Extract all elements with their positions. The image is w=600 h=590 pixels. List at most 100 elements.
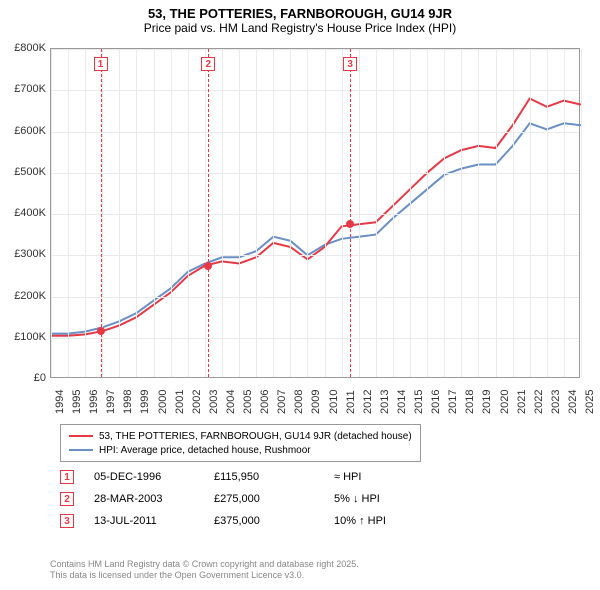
gridline-v: [496, 49, 497, 377]
marker-dot: [97, 327, 105, 335]
gridline-v: [393, 49, 394, 377]
sales-hpi: ≈ HPI: [334, 471, 424, 483]
gridline-v: [325, 49, 326, 377]
ytick-label: £300K: [14, 248, 46, 260]
xtick-label: 1995: [71, 390, 83, 414]
marker-line: [350, 49, 351, 377]
marker-dot: [346, 220, 354, 228]
sales-price: £115,950: [214, 471, 314, 483]
sales-number-box: 3: [60, 514, 74, 528]
chart-container: 53, THE POTTERIES, FARNBOROUGH, GU14 9JR…: [0, 0, 600, 590]
legend: 53, THE POTTERIES, FARNBOROUGH, GU14 9JR…: [60, 424, 421, 462]
sales-price: £375,000: [214, 515, 314, 527]
xtick-label: 2020: [499, 390, 511, 414]
legend-label: 53, THE POTTERIES, FARNBOROUGH, GU14 9JR…: [99, 431, 412, 442]
xtick-label: 2012: [362, 390, 374, 414]
legend-swatch: [69, 435, 93, 437]
legend-label: HPI: Average price, detached house, Rush…: [99, 445, 311, 456]
marker-number-box: 1: [94, 57, 108, 71]
gridline-h: [51, 255, 579, 256]
gridline-v: [51, 49, 52, 377]
xtick-label: 2022: [533, 390, 545, 414]
xtick-label: 2019: [481, 390, 493, 414]
sales-table: 105-DEC-1996£115,950≈ HPI228-MAR-2003£27…: [60, 466, 424, 532]
xtick-label: 1998: [122, 390, 134, 414]
marker-dot: [204, 262, 212, 270]
xtick-label: 2005: [242, 390, 254, 414]
sales-row: 2 28-MAR-2003 £275,000 5% ↓ HPI: [60, 488, 424, 510]
sales-date: 13-JUL-2011: [94, 515, 194, 527]
xtick-label: 1997: [105, 390, 117, 414]
xtick-label: 2025: [584, 390, 596, 414]
gridline-v: [154, 49, 155, 377]
gridline-v: [68, 49, 69, 377]
xtick-label: 2017: [447, 390, 459, 414]
sales-number-box: 2: [60, 492, 74, 506]
gridline-v: [478, 49, 479, 377]
xtick-label: 2001: [174, 390, 186, 414]
footer-attribution: Contains HM Land Registry data © Crown c…: [50, 559, 359, 582]
sales-hpi: 10% ↑ HPI: [334, 515, 424, 527]
gridline-v: [376, 49, 377, 377]
sales-hpi: 5% ↓ HPI: [334, 493, 424, 505]
xtick-label: 2003: [208, 390, 220, 414]
ytick-label: £100K: [14, 331, 46, 343]
gridline-v: [307, 49, 308, 377]
ytick-label: £700K: [14, 83, 46, 95]
gridline-h: [51, 90, 579, 91]
gridline-v: [171, 49, 172, 377]
gridline-v: [547, 49, 548, 377]
footer-line1: Contains HM Land Registry data © Crown c…: [50, 559, 359, 571]
ytick-label: £600K: [14, 125, 46, 137]
chart-title: 53, THE POTTERIES, FARNBOROUGH, GU14 9JR: [0, 0, 600, 21]
xtick-label: 2011: [345, 390, 357, 414]
sales-date: 28-MAR-2003: [94, 493, 194, 505]
xtick-label: 2024: [567, 390, 579, 414]
gridline-v: [273, 49, 274, 377]
series-line: [51, 123, 581, 333]
sales-number-box: 1: [60, 470, 74, 484]
xtick-label: 2014: [396, 390, 408, 414]
gridline-v: [256, 49, 257, 377]
xtick-label: 2009: [310, 390, 322, 414]
gridline-v: [222, 49, 223, 377]
gridline-v: [239, 49, 240, 377]
gridline-v: [444, 49, 445, 377]
xtick-label: 2015: [413, 390, 425, 414]
ytick-label: £0: [34, 372, 46, 384]
ytick-label: £500K: [14, 166, 46, 178]
gridline-h: [51, 132, 579, 133]
gridline-v: [290, 49, 291, 377]
gridline-v: [513, 49, 514, 377]
ytick-label: £200K: [14, 290, 46, 302]
gridline-h: [51, 338, 579, 339]
marker-number-box: 2: [201, 57, 215, 71]
plot-area: 1 2 3: [50, 48, 580, 378]
gridline-v: [581, 49, 582, 377]
gridline-h: [51, 297, 579, 298]
marker-number-box: 3: [343, 57, 357, 71]
xtick-label: 1999: [139, 390, 151, 414]
gridline-v: [119, 49, 120, 377]
gridline-h: [51, 173, 579, 174]
xtick-label: 2021: [516, 390, 528, 414]
gridline-v: [85, 49, 86, 377]
xtick-label: 2013: [379, 390, 391, 414]
xtick-label: 2018: [464, 390, 476, 414]
ytick-label: £800K: [14, 42, 46, 54]
xtick-label: 2002: [191, 390, 203, 414]
legend-item: HPI: Average price, detached house, Rush…: [69, 443, 412, 457]
gridline-v: [564, 49, 565, 377]
gridline-v: [342, 49, 343, 377]
xtick-label: 1996: [88, 390, 100, 414]
gridline-v: [461, 49, 462, 377]
sales-price: £275,000: [214, 493, 314, 505]
xtick-label: 2010: [328, 390, 340, 414]
gridline-v: [136, 49, 137, 377]
gridline-v: [427, 49, 428, 377]
xtick-label: 2000: [157, 390, 169, 414]
gridline-h: [51, 214, 579, 215]
xtick-label: 2023: [550, 390, 562, 414]
gridline-h: [51, 49, 579, 50]
xtick-label: 2008: [293, 390, 305, 414]
